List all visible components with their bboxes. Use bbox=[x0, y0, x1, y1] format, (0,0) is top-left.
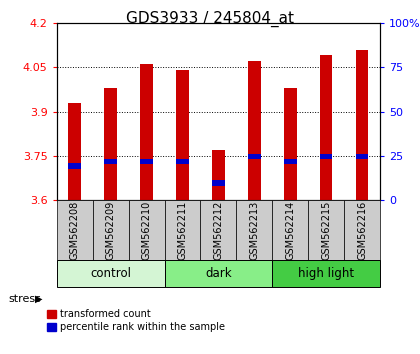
Bar bbox=[140, 64, 153, 200]
Bar bbox=[320, 154, 333, 159]
Bar bbox=[176, 159, 189, 164]
Bar bbox=[284, 88, 297, 200]
Bar bbox=[356, 154, 368, 159]
Bar bbox=[236, 200, 272, 260]
Text: GSM562212: GSM562212 bbox=[213, 200, 223, 260]
Text: dark: dark bbox=[205, 267, 232, 280]
Bar bbox=[129, 200, 165, 260]
Bar bbox=[104, 159, 117, 164]
Bar bbox=[57, 260, 165, 287]
Text: GSM562215: GSM562215 bbox=[321, 200, 331, 260]
Bar bbox=[272, 260, 380, 287]
Bar bbox=[68, 103, 81, 200]
Text: high light: high light bbox=[298, 267, 354, 280]
Bar bbox=[176, 70, 189, 200]
Bar bbox=[344, 200, 380, 260]
Bar bbox=[248, 61, 261, 200]
Bar bbox=[68, 164, 81, 169]
Bar bbox=[356, 50, 368, 200]
Bar bbox=[248, 154, 261, 159]
Bar bbox=[57, 200, 93, 260]
Text: GSM562211: GSM562211 bbox=[178, 200, 187, 260]
Bar bbox=[165, 260, 272, 287]
Bar bbox=[272, 200, 308, 260]
Bar bbox=[212, 150, 225, 200]
Text: GSM562214: GSM562214 bbox=[285, 200, 295, 260]
Bar bbox=[212, 180, 225, 185]
Text: GSM562216: GSM562216 bbox=[357, 200, 367, 260]
Text: GSM562210: GSM562210 bbox=[142, 200, 152, 260]
Text: ▶: ▶ bbox=[35, 294, 43, 304]
Bar bbox=[320, 56, 333, 200]
Text: GDS3933 / 245804_at: GDS3933 / 245804_at bbox=[126, 11, 294, 27]
Bar bbox=[200, 200, 236, 260]
Bar bbox=[284, 159, 297, 164]
Bar bbox=[104, 88, 117, 200]
Text: GSM562209: GSM562209 bbox=[105, 200, 116, 260]
Bar bbox=[93, 200, 129, 260]
Text: GSM562213: GSM562213 bbox=[249, 200, 259, 260]
Legend: transformed count, percentile rank within the sample: transformed count, percentile rank withi… bbox=[47, 309, 226, 332]
Bar bbox=[308, 200, 344, 260]
Text: stress: stress bbox=[8, 294, 41, 304]
Bar bbox=[140, 159, 153, 164]
Text: GSM562208: GSM562208 bbox=[70, 200, 80, 260]
Bar bbox=[165, 200, 200, 260]
Text: control: control bbox=[90, 267, 131, 280]
